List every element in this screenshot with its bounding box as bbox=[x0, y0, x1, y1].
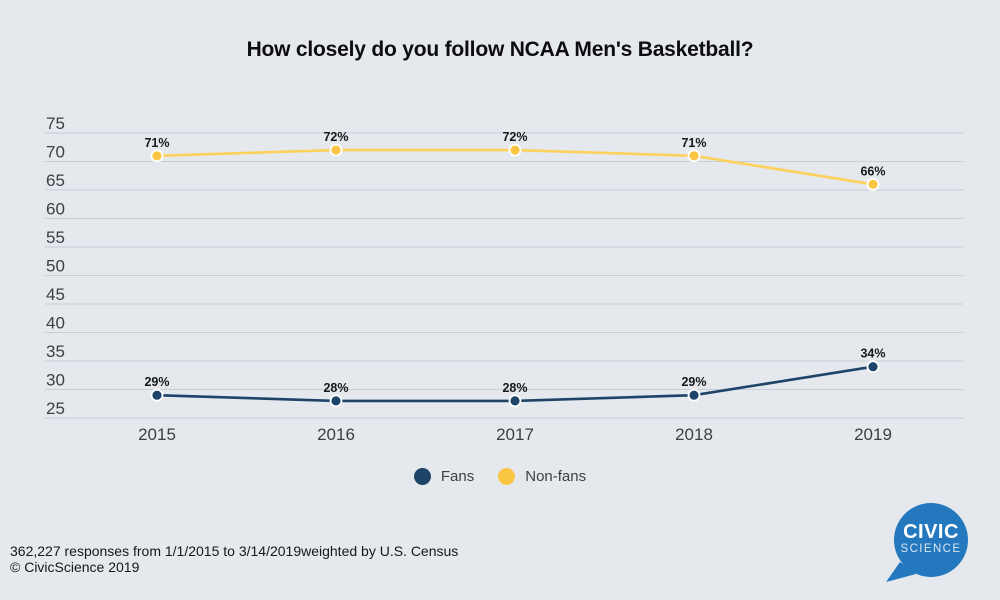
x-tick-label: 2015 bbox=[138, 425, 176, 444]
data-point bbox=[687, 149, 701, 163]
legend-item-fans: Fans bbox=[413, 468, 475, 485]
data-point-label: 66% bbox=[860, 164, 885, 178]
data-point-label: 71% bbox=[144, 136, 169, 150]
y-tick-label: 35 bbox=[46, 342, 65, 361]
y-tick-label: 40 bbox=[46, 314, 65, 333]
data-point bbox=[687, 388, 701, 402]
data-point bbox=[329, 143, 343, 157]
logo-bubble-circle bbox=[894, 503, 968, 577]
y-tick-label: 55 bbox=[46, 228, 65, 247]
y-tick-label: 60 bbox=[46, 200, 65, 219]
data-point-label: 72% bbox=[502, 130, 527, 144]
logo-text-civic: CIVIC bbox=[903, 521, 959, 543]
data-point-label: 29% bbox=[144, 375, 169, 389]
legend-label-nonfans: Non-fans bbox=[525, 468, 587, 485]
y-tick-label: 25 bbox=[46, 399, 65, 418]
data-point bbox=[508, 143, 522, 157]
y-tick-label: 65 bbox=[46, 171, 65, 190]
x-tick-label: 2017 bbox=[496, 425, 534, 444]
y-tick-label: 30 bbox=[46, 371, 65, 390]
x-tick-label: 2016 bbox=[317, 425, 355, 444]
data-point-label: 71% bbox=[681, 136, 706, 150]
data-point bbox=[866, 177, 880, 191]
footer-source-line: 362,227 responses from 1/1/2015 to 3/14/… bbox=[10, 543, 459, 559]
data-point-label: 34% bbox=[860, 347, 885, 361]
footer-copyright-line: © CivicScience 2019 bbox=[10, 559, 140, 575]
chart-title: How closely do you follow NCAA Men's Bas… bbox=[246, 38, 754, 61]
x-tick-label: 2019 bbox=[854, 425, 892, 444]
y-tick-label: 45 bbox=[46, 285, 65, 304]
data-point-label: 72% bbox=[323, 130, 348, 144]
y-tick-label: 50 bbox=[46, 257, 65, 276]
data-point-label: 28% bbox=[502, 381, 527, 395]
civicscience-logo: CIVIC SCIENCE bbox=[886, 503, 968, 582]
data-point bbox=[150, 149, 164, 163]
chart-legend: Fans Non-fans bbox=[0, 468, 1000, 485]
legend-dot-fans-icon bbox=[413, 468, 431, 485]
footer: 362,227 responses from 1/1/2015 to 3/14/… bbox=[10, 543, 458, 575]
y-tick-label: 70 bbox=[46, 143, 65, 162]
legend-label-fans: Fans bbox=[440, 468, 475, 485]
data-point bbox=[866, 360, 880, 374]
data-point bbox=[150, 388, 164, 402]
x-tick-label: 2018 bbox=[675, 425, 713, 444]
data-point bbox=[329, 394, 343, 408]
data-point-label: 29% bbox=[681, 375, 706, 389]
legend-dot-nonfans-icon bbox=[498, 468, 516, 485]
logo-bubble-tail bbox=[886, 562, 916, 582]
logo-text-science: SCIENCE bbox=[901, 543, 962, 555]
y-tick-label: 75 bbox=[46, 114, 65, 133]
data-point bbox=[508, 394, 522, 408]
legend-item-nonfans: Non-fans bbox=[498, 468, 586, 485]
data-point-label: 28% bbox=[323, 381, 348, 395]
